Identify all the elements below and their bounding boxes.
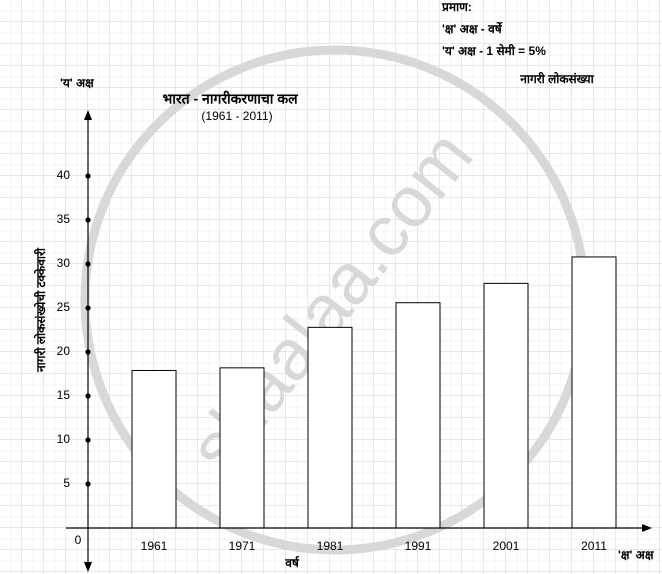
y-tick-label: 10 [57, 432, 71, 446]
x-tick-label: 1981 [317, 539, 344, 553]
y-tick-dot [85, 173, 91, 179]
bar [219, 367, 265, 529]
y-axis-name: 'य' अक्ष [60, 76, 95, 90]
axes [66, 110, 652, 572]
bar [395, 302, 441, 529]
bar [571, 256, 617, 529]
x-tick-label: 1971 [229, 539, 256, 553]
bar [307, 326, 353, 529]
y-tick-dot [85, 305, 91, 311]
x-axis-name: 'क्ष' अक्ष [618, 548, 655, 562]
y-tick-label: 25 [57, 300, 71, 314]
y-tick-label: 35 [57, 212, 71, 226]
scale-line: प्रमाण: [441, 0, 472, 14]
y-tick-label: 0 [75, 533, 82, 547]
y-tick-dot [85, 393, 91, 399]
y-tick-label: 5 [63, 476, 70, 490]
y-tick-label: 40 [57, 168, 71, 182]
chart-subtitle: (1961 - 2011) [201, 109, 272, 123]
x-tick-label: 1991 [405, 539, 432, 553]
x-axis-label: वर्ष [284, 556, 300, 570]
chart-title: भारत - नागरीकरणाचा कल [162, 91, 298, 107]
y-axis-label: नागरी लोकसंख्येची टक्केवारी [34, 247, 48, 373]
y-tick-dot [85, 261, 91, 267]
x-tick-label: 1961 [141, 539, 168, 553]
scale-line: 'य' अक्ष - 1 सेमी = 5% [442, 44, 546, 58]
x-tick-label: 2011 [581, 539, 607, 553]
bar [483, 282, 529, 529]
scale-line: 'क्ष' अक्ष - वर्षे [442, 22, 503, 36]
bar [131, 369, 177, 529]
y-tick-dot [85, 481, 91, 487]
y-tick-label: 20 [57, 344, 71, 358]
legend-label: नागरी लोकसंख्या [519, 72, 594, 86]
y-tick-label: 30 [57, 256, 71, 270]
x-tick-label: 2001 [493, 539, 520, 553]
y-tick-dot [85, 349, 91, 355]
y-tick-dot [85, 217, 91, 223]
x-axis-arrow [642, 524, 652, 532]
y-tick-dot [85, 437, 91, 443]
y-tick-label: 15 [57, 388, 71, 402]
